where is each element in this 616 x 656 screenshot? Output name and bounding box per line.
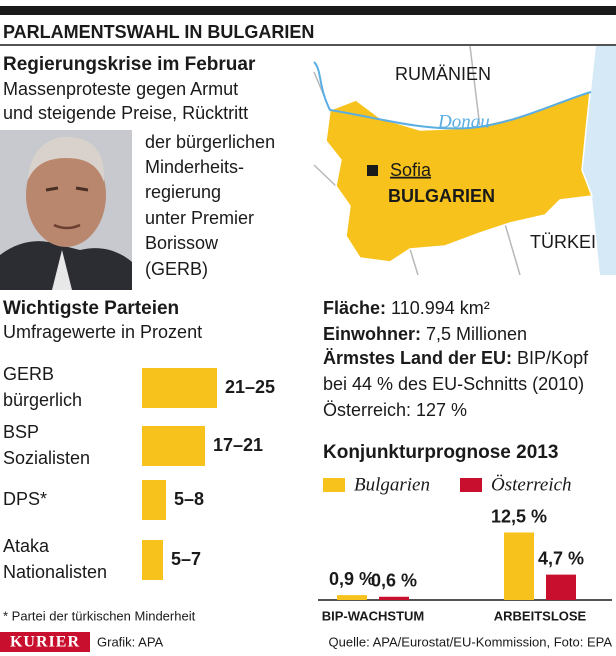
portrait	[0, 130, 132, 290]
intro-line: Minderheits-	[145, 157, 244, 177]
value-label: 0,9 %	[329, 569, 375, 589]
fact: Einwohner: 7,5 Millionen	[323, 324, 527, 344]
intro-line: (GERB)	[145, 259, 208, 279]
map: RUMÄNIEN Donau Sofia BULGARIEN TÜRKEI	[313, 45, 616, 276]
brand: KURIER	[10, 634, 80, 651]
fact-value: BIP/Kopf	[517, 348, 589, 368]
page-title: PARLAMENTSWAHL IN BULGARIEN	[3, 22, 314, 42]
credit: Grafik: APA	[97, 634, 164, 649]
category-label: BSP	[3, 422, 39, 442]
intro-line: Massenproteste gegen Armut	[3, 79, 238, 99]
fact-label: Ärmstes Land der EU:	[323, 348, 512, 368]
value-label: 17–21	[213, 435, 263, 455]
intro-line: unter Premier	[145, 208, 254, 228]
fact-label: Einwohner:	[323, 324, 421, 344]
fact: Fläche: 110.994 km²	[323, 298, 490, 318]
x-tick-label: BIP-WACHSTUM	[322, 608, 425, 623]
fact-value: 110.994 km²	[391, 298, 490, 318]
value-label: 4,7 %	[538, 548, 584, 568]
source: Quelle: APA/Eurostat/EU-Kommission, Foto…	[329, 634, 613, 649]
value-label: 21–25	[225, 377, 275, 397]
bar	[379, 596, 409, 600]
category-label: GERB	[3, 364, 54, 384]
intro-line: Borissow	[145, 233, 219, 253]
map-label: Donau	[437, 111, 490, 132]
map-label: BULGARIEN	[388, 186, 495, 206]
map-label: Sofia	[390, 160, 432, 180]
category-label: Ataka	[3, 536, 50, 556]
brand-box	[0, 632, 90, 652]
bar	[142, 426, 205, 466]
category-description: Nationalisten	[3, 562, 107, 582]
value-label: 0,6 %	[371, 571, 417, 591]
x-tick-label: ARBEITSLOSE	[494, 608, 587, 623]
legend-label: Österreich	[491, 474, 572, 495]
bar	[337, 595, 367, 600]
intro-line: regierung	[145, 182, 221, 202]
fact-line: Österreich: 127 %	[323, 400, 467, 420]
footnote: * Partei der türkischen Minderheit	[3, 608, 196, 623]
value-label: 5–7	[171, 549, 201, 569]
fact-line: bei 44 % des EU-Schnitts (2010)	[323, 374, 584, 394]
map-label: TÜRKEI	[530, 232, 596, 252]
legend-swatch	[460, 478, 482, 492]
value-label: 12,5 %	[491, 506, 547, 526]
category-description: Sozialisten	[3, 448, 90, 468]
intro-heading: Regierungskrise im Februar	[3, 54, 256, 75]
value-label: 5–8	[174, 489, 204, 509]
fact: Ärmstes Land der EU: BIP/Kopf	[323, 348, 589, 368]
intro-line: und steigende Preise, Rücktritt	[3, 103, 248, 123]
category-label: DPS*	[3, 489, 47, 509]
chart-title: Konjunkturprognose 2013	[323, 442, 558, 463]
chart-title: Wichtigste Parteien	[3, 298, 179, 319]
bar	[142, 480, 166, 520]
top-bar	[0, 6, 616, 15]
chart-subtitle: Umfragewerte in Prozent	[3, 322, 202, 342]
bar	[504, 532, 534, 600]
intro-line: der bürgerlichen	[145, 132, 275, 152]
bar	[546, 574, 576, 600]
legend-swatch	[323, 478, 345, 492]
map-label: RUMÄNIEN	[395, 64, 491, 84]
fact-label: Fläche:	[323, 298, 386, 318]
bar	[142, 368, 217, 408]
bar	[142, 540, 163, 580]
legend-label: Bulgarien	[354, 474, 430, 495]
category-description: bürgerlich	[3, 390, 82, 410]
fact-value: 7,5 Millionen	[426, 324, 527, 344]
